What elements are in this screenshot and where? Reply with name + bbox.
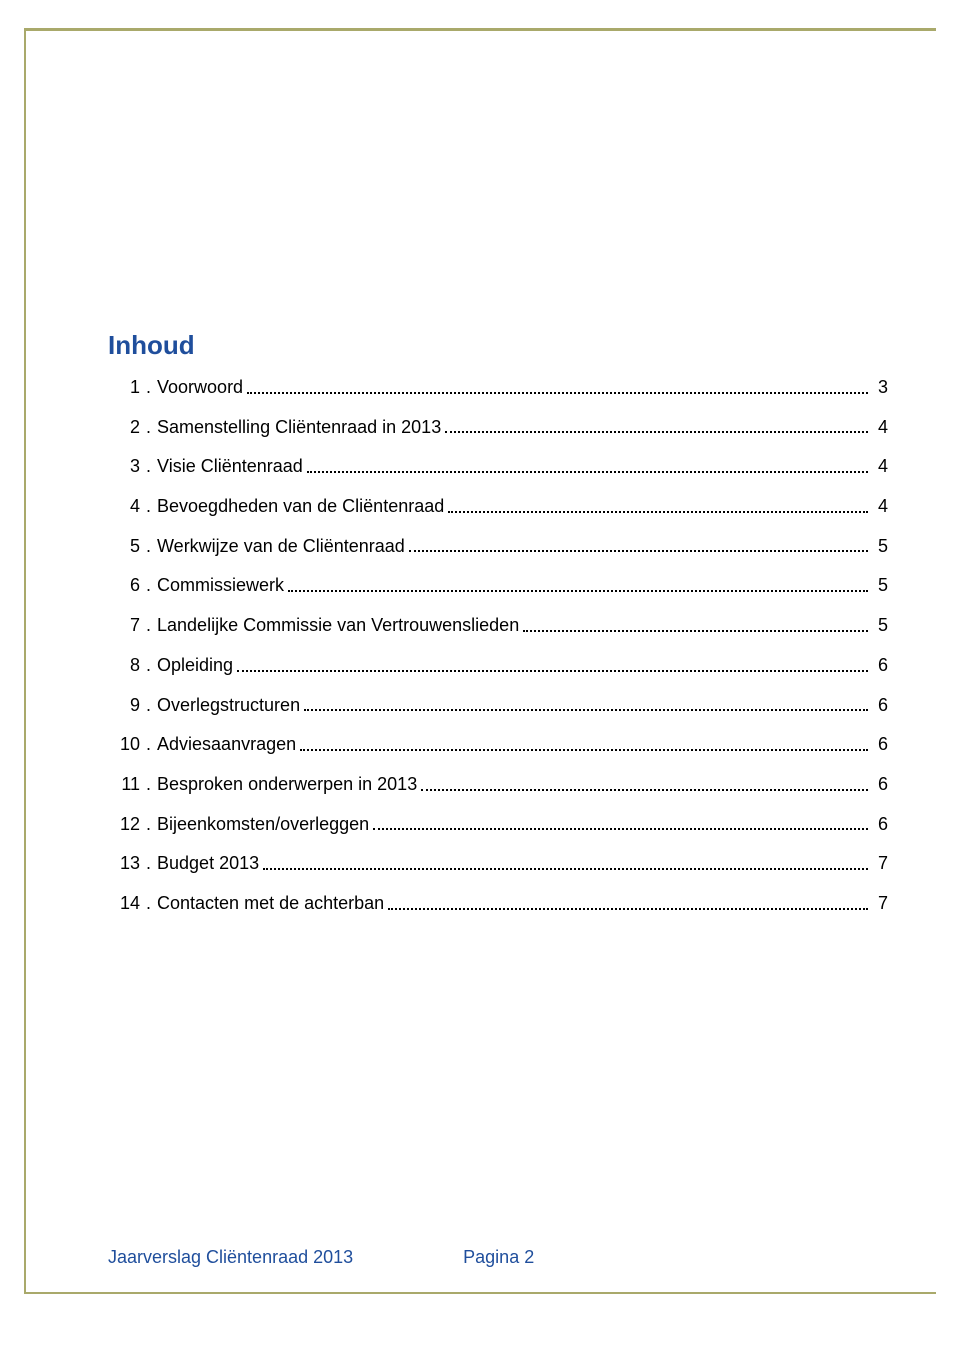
toc-item-page: 5 [870, 532, 888, 562]
toc-item-title: Besproken onderwerpen in 2013 [157, 770, 419, 800]
toc-item-number: 14 [108, 889, 146, 919]
toc-item-separator: . [146, 571, 157, 601]
toc-row: 6.Commissiewerk 5 [108, 571, 888, 601]
toc-item-separator: . [146, 373, 157, 403]
toc-item-page: 6 [870, 810, 888, 840]
toc-item-number: 2 [108, 413, 146, 443]
toc-item-page: 4 [870, 452, 888, 482]
toc-row: 3.Visie Cliëntenraad 4 [108, 452, 888, 482]
toc-dot-leader [300, 749, 868, 751]
toc-dot-leader [307, 471, 868, 473]
toc-row: 5.Werkwijze van de Cliëntenraad 5 [108, 532, 888, 562]
toc-item-title: Contacten met de achterban [157, 889, 386, 919]
toc-item-number: 13 [108, 849, 146, 879]
toc-item-separator: . [146, 889, 157, 919]
toc-item-title: Landelijke Commissie van Vertrouwenslied… [157, 611, 521, 641]
toc-item-title: Visie Cliëntenraad [157, 452, 305, 482]
toc-row: 12.Bijeenkomsten/overleggen 6 [108, 810, 888, 840]
toc-dot-leader [523, 630, 868, 632]
toc-item-number: 11 [108, 770, 146, 800]
toc-item-separator: . [146, 770, 157, 800]
footer-page-number: Pagina 2 [463, 1247, 534, 1268]
toc-item-page: 6 [870, 691, 888, 721]
document-page: Inhoud 1.Voorwoord32.Samenstelling Cliën… [0, 0, 960, 1356]
content-area: Inhoud 1.Voorwoord32.Samenstelling Cliën… [108, 330, 888, 929]
toc-item-separator: . [146, 492, 157, 522]
page-footer: Jaarverslag Cliëntenraad 2013 Pagina 2 [108, 1247, 888, 1268]
top-border-rule [24, 28, 936, 31]
toc-item-separator: . [146, 691, 157, 721]
toc-item-number: 1 [108, 373, 146, 403]
toc-row: 14.Contacten met de achterban 7 [108, 889, 888, 919]
toc-item-title: Overlegstructuren [157, 691, 302, 721]
toc-dot-leader [448, 511, 868, 513]
left-border-rule [24, 28, 26, 1294]
toc-row: 7.Landelijke Commissie van Vertrouwensli… [108, 611, 888, 641]
toc-row: 8.Opleiding 6 [108, 651, 888, 681]
toc-dot-leader [373, 828, 868, 830]
toc-item-title: Bijeenkomsten/overleggen [157, 810, 371, 840]
toc-item-title: Commissiewerk [157, 571, 286, 601]
toc-dot-leader [304, 709, 868, 711]
footer-document-title: Jaarverslag Cliëntenraad 2013 [108, 1247, 353, 1268]
toc-dot-leader [421, 789, 868, 791]
toc-item-number: 10 [108, 730, 146, 760]
toc-item-title: Voorwoord [157, 373, 245, 403]
toc-item-number: 6 [108, 571, 146, 601]
toc-item-number: 5 [108, 532, 146, 562]
toc-item-separator: . [146, 413, 157, 443]
toc-item-number: 7 [108, 611, 146, 641]
toc-dot-leader [445, 431, 868, 433]
toc-row: 10.Adviesaanvragen 6 [108, 730, 888, 760]
toc-item-page: 7 [870, 849, 888, 879]
toc-row: 13.Budget 2013 7 [108, 849, 888, 879]
toc-dot-leader [263, 868, 868, 870]
table-of-contents: 1.Voorwoord32.Samenstelling Cliëntenraad… [108, 373, 888, 919]
toc-item-title: Budget 2013 [157, 849, 261, 879]
toc-item-page: 6 [870, 730, 888, 760]
bottom-border-rule [24, 1292, 936, 1294]
toc-item-title: Bevoegdheden van de Cliëntenraad [157, 492, 446, 522]
toc-dot-leader [288, 590, 868, 592]
toc-item-separator: . [146, 532, 157, 562]
toc-item-separator: . [146, 810, 157, 840]
toc-dot-leader [247, 392, 868, 394]
toc-item-title: Samenstelling Cliëntenraad in 2013 [157, 413, 443, 443]
toc-dot-leader [409, 550, 868, 552]
toc-row: 4.Bevoegdheden van de Cliëntenraad 4 [108, 492, 888, 522]
toc-item-title: Werkwijze van de Cliëntenraad [157, 532, 407, 562]
toc-row: 2.Samenstelling Cliëntenraad in 2013 4 [108, 413, 888, 443]
toc-item-page: 3 [870, 373, 888, 403]
toc-row: 11.Besproken onderwerpen in 2013 6 [108, 770, 888, 800]
toc-item-page: 5 [870, 571, 888, 601]
toc-item-number: 9 [108, 691, 146, 721]
toc-dot-leader [237, 670, 868, 672]
toc-item-title: Adviesaanvragen [157, 730, 298, 760]
toc-item-separator: . [146, 651, 157, 681]
toc-item-separator: . [146, 452, 157, 482]
toc-item-title: Opleiding [157, 651, 235, 681]
toc-item-separator: . [146, 849, 157, 879]
toc-item-number: 8 [108, 651, 146, 681]
toc-item-number: 4 [108, 492, 146, 522]
toc-item-number: 12 [108, 810, 146, 840]
toc-dot-leader [388, 908, 868, 910]
toc-item-separator: . [146, 730, 157, 760]
toc-item-page: 4 [870, 492, 888, 522]
toc-item-page: 7 [870, 889, 888, 919]
toc-item-number: 3 [108, 452, 146, 482]
toc-heading: Inhoud [108, 330, 888, 361]
toc-item-page: 6 [870, 770, 888, 800]
toc-item-separator: . [146, 611, 157, 641]
toc-item-page: 6 [870, 651, 888, 681]
toc-row: 9.Overlegstructuren 6 [108, 691, 888, 721]
toc-item-page: 5 [870, 611, 888, 641]
toc-row: 1.Voorwoord 3 [108, 373, 888, 403]
toc-item-page: 4 [870, 413, 888, 443]
